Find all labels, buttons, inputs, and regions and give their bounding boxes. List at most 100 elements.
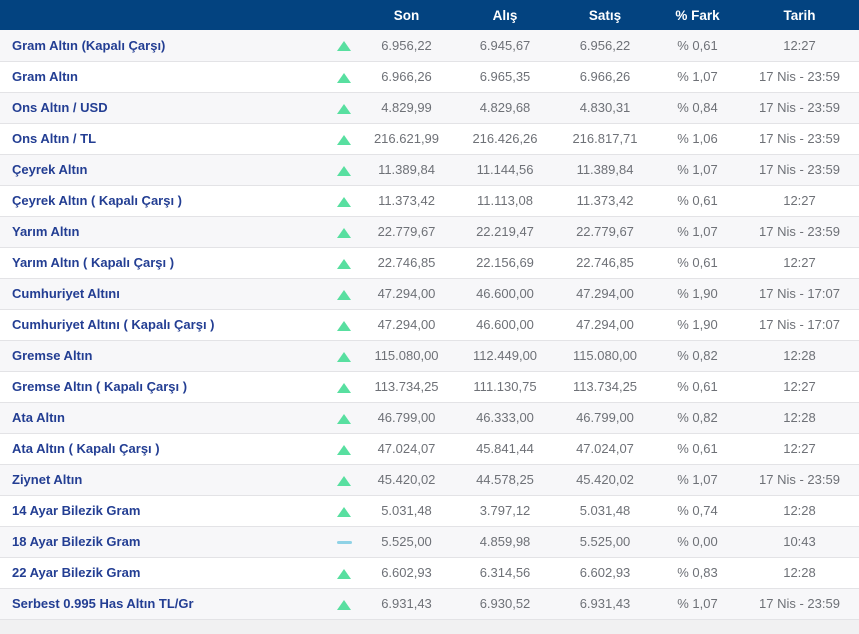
table-row[interactable]: Serbest 0.995 Has Altın TL/Gr 6.931,43 6… bbox=[0, 588, 859, 619]
alis-value: 216.426,26 bbox=[472, 131, 538, 146]
instrument-name[interactable]: 22 Ayar Bilezik Gram bbox=[12, 565, 141, 580]
instrument-name[interactable]: Ons Altın / TL bbox=[12, 131, 97, 146]
table-row[interactable]: Yarım Altın ( Kapalı Çarşı ) 22.746,85 2… bbox=[0, 247, 859, 278]
table-row[interactable]: Ons Altın / USD 4.829,99 4.829,68 4.830,… bbox=[0, 92, 859, 123]
alis-value: 3.797,12 bbox=[479, 503, 531, 518]
fark-value: % 1,90 bbox=[677, 286, 718, 301]
table-row[interactable]: Çeyrek Altın ( Kapalı Çarşı ) 11.373,42 … bbox=[0, 185, 859, 216]
instrument-name[interactable]: Gremse Altın bbox=[12, 348, 93, 363]
fark-value: % 1,07 bbox=[677, 224, 718, 239]
table-row[interactable]: Ons Altın / TL 216.621,99 216.426,26 216… bbox=[0, 123, 859, 154]
table-row[interactable]: Ata Altın 46.799,00 46.333,00 46.799,00 … bbox=[0, 402, 859, 433]
tarih-value: 17 Nis - 17:07 bbox=[759, 286, 840, 301]
instrument-name[interactable]: Çeyrek Altın bbox=[12, 162, 88, 177]
column-header-tarih: Tarih bbox=[740, 0, 859, 30]
up-triangle-icon bbox=[337, 320, 351, 331]
up-triangle-icon bbox=[337, 475, 351, 486]
column-header-fark: % Fark bbox=[655, 0, 740, 30]
son-value: 115.080,00 bbox=[374, 348, 439, 363]
table-row[interactable]: Gremse Altın 115.080,00 112.449,00 115.0… bbox=[0, 340, 859, 371]
instrument-name[interactable]: Gram Altın (Kapalı Çarşı) bbox=[12, 37, 166, 53]
instrument-name[interactable]: 18 Ayar Bilezik Gram bbox=[12, 534, 141, 549]
table-row[interactable]: Çeyrek Altın 11.389,84 11.144,56 11.389,… bbox=[0, 154, 859, 185]
table-row[interactable]: Cumhuriyet Altını ( Kapalı Çarşı ) 47.29… bbox=[0, 309, 859, 340]
footer-strip bbox=[0, 619, 859, 634]
tarih-value: 12:27 bbox=[783, 37, 816, 53]
satis-value: 216.817,71 bbox=[572, 131, 638, 146]
table-row[interactable]: Ziynet Altın 45.420,02 44.578,25 45.420,… bbox=[0, 464, 859, 495]
direction-cell bbox=[330, 526, 358, 557]
table-row[interactable]: 22 Ayar Bilezik Gram 6.602,93 6.314,56 6… bbox=[0, 557, 859, 588]
direction-cell bbox=[330, 247, 358, 278]
up-triangle-icon bbox=[337, 351, 351, 362]
fark-value: % 1,07 bbox=[677, 162, 718, 177]
up-triangle-icon bbox=[337, 599, 351, 610]
instrument-name[interactable]: Çeyrek Altın ( Kapalı Çarşı ) bbox=[12, 193, 183, 208]
fark-value: % 0,74 bbox=[677, 503, 718, 518]
flat-dash-icon bbox=[336, 541, 352, 545]
alis-value: 6.965,35 bbox=[479, 69, 531, 84]
direction-cell bbox=[330, 371, 358, 402]
alis-value: 6.945,67 bbox=[479, 37, 531, 53]
instrument-name[interactable]: Ata Altın ( Kapalı Çarşı ) bbox=[12, 441, 160, 456]
son-value: 11.389,84 bbox=[378, 162, 435, 177]
tarih-value: 17 Nis - 23:59 bbox=[759, 596, 840, 611]
tarih-value: 17 Nis - 23:59 bbox=[759, 100, 840, 115]
alis-value: 44.578,25 bbox=[476, 472, 534, 487]
alis-value: 6.314,56 bbox=[479, 565, 531, 580]
direction-cell bbox=[330, 402, 358, 433]
satis-value: 11.389,84 bbox=[576, 162, 634, 177]
son-value: 46.799,00 bbox=[377, 410, 436, 425]
instrument-name[interactable]: Ons Altın / USD bbox=[12, 100, 108, 115]
instrument-name[interactable]: Gram Altın bbox=[12, 69, 78, 84]
alis-value: 45.841,44 bbox=[476, 441, 534, 456]
table-row[interactable]: Gram Altın 6.966,26 6.965,35 6.966,26 % … bbox=[0, 61, 859, 92]
fark-value: % 0,61 bbox=[677, 193, 718, 208]
alis-value: 11.144,56 bbox=[476, 162, 534, 177]
tarih-value: 17 Nis - 23:59 bbox=[759, 224, 840, 239]
tarih-value: 12:27 bbox=[783, 255, 816, 270]
tarih-value: 17 Nis - 23:59 bbox=[759, 131, 840, 146]
instrument-name[interactable]: Cumhuriyet Altını bbox=[12, 286, 120, 301]
table-row[interactable]: Ata Altın ( Kapalı Çarşı ) 47.024,07 45.… bbox=[0, 433, 859, 464]
direction-cell bbox=[330, 185, 358, 216]
son-value: 216.621,99 bbox=[373, 131, 440, 146]
table-row[interactable]: Gram Altın (Kapalı Çarşı) 6.956,22 6.945… bbox=[0, 30, 859, 61]
table-row[interactable]: Yarım Altın 22.779,67 22.219,47 22.779,6… bbox=[0, 216, 859, 247]
satis-value: 46.799,00 bbox=[576, 410, 634, 425]
satis-value: 5.525,00 bbox=[579, 534, 631, 549]
instrument-name[interactable]: Yarım Altın bbox=[12, 224, 80, 239]
instrument-name[interactable]: 14 Ayar Bilezik Gram bbox=[12, 503, 141, 518]
instrument-name[interactable]: Serbest 0.995 Has Altın TL/Gr bbox=[12, 596, 194, 611]
instrument-name[interactable]: Ata Altın bbox=[12, 410, 65, 425]
direction-cell bbox=[330, 495, 358, 526]
son-value: 4.829,99 bbox=[381, 100, 432, 115]
satis-value: 6.956,22 bbox=[579, 37, 631, 53]
up-triangle-icon bbox=[337, 413, 351, 424]
direction-cell bbox=[330, 216, 358, 247]
column-header-alis: Alış bbox=[455, 0, 555, 30]
column-header-satis: Satış bbox=[555, 0, 655, 30]
alis-value: 111.130,75 bbox=[473, 379, 537, 394]
satis-value: 47.294,00 bbox=[576, 317, 634, 332]
table-body: Gram Altın (Kapalı Çarşı) 6.956,22 6.945… bbox=[0, 30, 859, 619]
fark-value: % 0,61 bbox=[677, 37, 718, 53]
fark-value: % 0,82 bbox=[677, 348, 718, 363]
table-row[interactable]: 18 Ayar Bilezik Gram 5.525,00 4.859,98 5… bbox=[0, 526, 859, 557]
instrument-name[interactable]: Ziynet Altın bbox=[12, 472, 83, 487]
table-row[interactable]: 14 Ayar Bilezik Gram 5.031,48 3.797,12 5… bbox=[0, 495, 859, 526]
tarih-value: 12:28 bbox=[783, 503, 816, 518]
table-row[interactable]: Cumhuriyet Altını 47.294,00 46.600,00 47… bbox=[0, 278, 859, 309]
instrument-name[interactable]: Yarım Altın ( Kapalı Çarşı ) bbox=[12, 255, 175, 270]
table-row[interactable]: Gremse Altın ( Kapalı Çarşı ) 113.734,25… bbox=[0, 371, 859, 402]
fark-value: % 1,07 bbox=[677, 69, 718, 84]
fark-value: % 0,00 bbox=[677, 534, 718, 549]
satis-value: 6.602,93 bbox=[579, 565, 631, 580]
tarih-value: 12:28 bbox=[783, 565, 816, 580]
satis-value: 4.830,31 bbox=[579, 100, 631, 115]
alis-value: 22.219,47 bbox=[476, 224, 534, 239]
direction-cell bbox=[330, 278, 358, 309]
instrument-name[interactable]: Gremse Altın ( Kapalı Çarşı ) bbox=[12, 379, 188, 394]
gold-prices-table: Son Alış Satış % Fark Tarih Gram Altın (… bbox=[0, 0, 859, 619]
instrument-name[interactable]: Cumhuriyet Altını ( Kapalı Çarşı ) bbox=[12, 317, 215, 332]
